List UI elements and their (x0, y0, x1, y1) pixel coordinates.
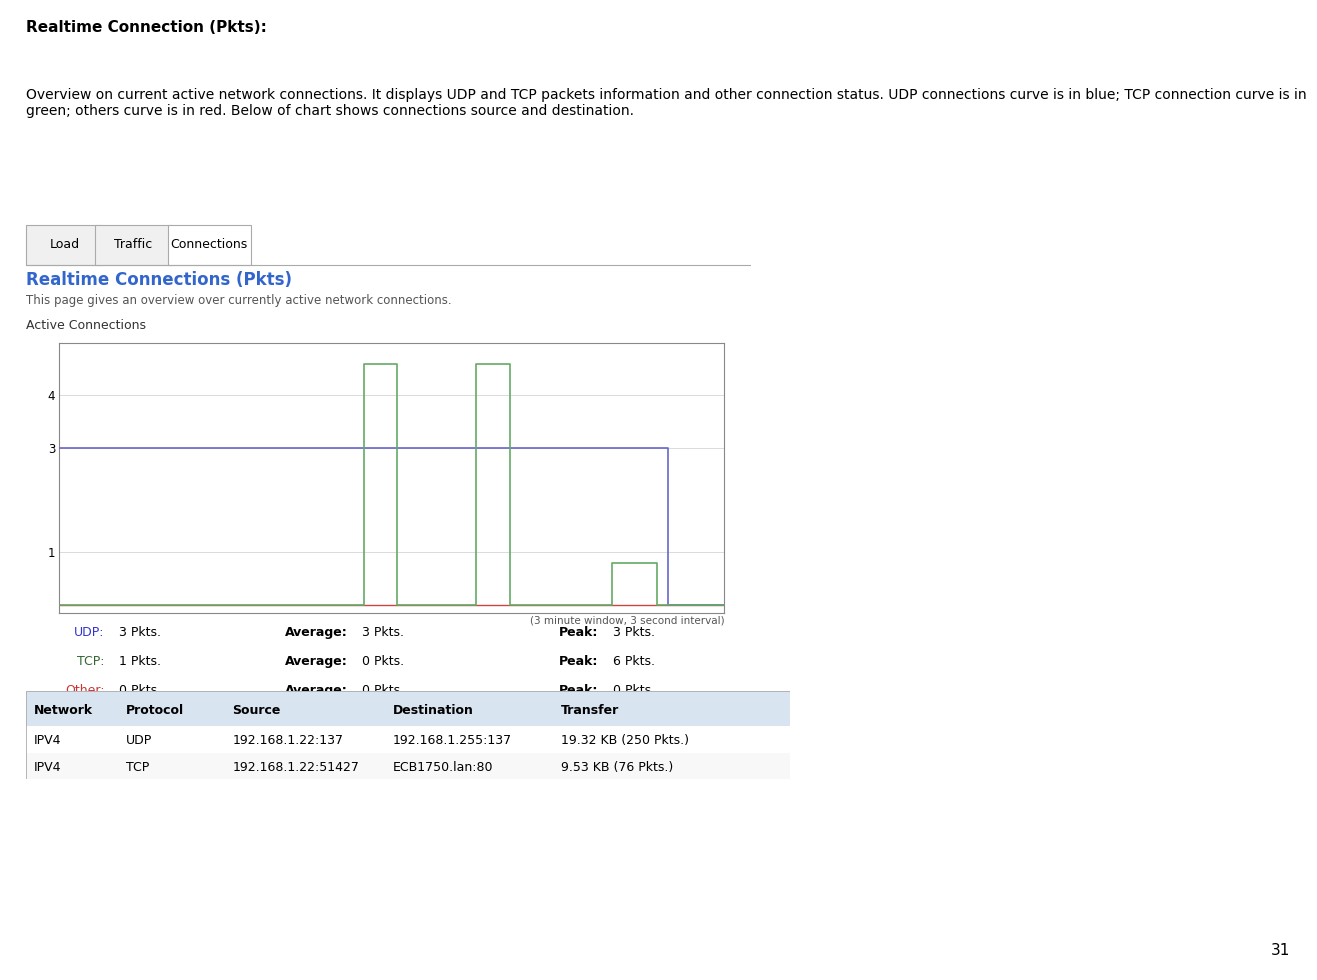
Text: Realtime Connections (Pkts): Realtime Connections (Pkts) (26, 271, 292, 289)
Text: 192.168.1.22:137: 192.168.1.22:137 (233, 734, 344, 747)
Text: 1 Pkts.: 1 Pkts. (119, 655, 161, 668)
Text: 3 Pkts.: 3 Pkts. (614, 625, 655, 639)
Text: Realtime Connection (Pkts):: Realtime Connection (Pkts): (26, 20, 267, 34)
FancyBboxPatch shape (95, 224, 171, 265)
FancyBboxPatch shape (26, 224, 103, 265)
Text: TCP:: TCP: (76, 655, 104, 668)
Text: 3 Pkts.: 3 Pkts. (362, 625, 404, 639)
Text: UDP: UDP (125, 734, 151, 747)
Text: Network: Network (34, 704, 94, 716)
Text: IPV4: IPV4 (34, 761, 62, 774)
Text: Active Connections: Active Connections (26, 319, 146, 332)
Text: Transfer: Transfer (561, 704, 619, 716)
Text: 0 Pkts.: 0 Pkts. (362, 655, 404, 668)
Text: IPV4: IPV4 (34, 734, 62, 747)
Bar (26, 753, 790, 779)
Text: Overview on current active network connections. It displays UDP and TCP packets : Overview on current active network conne… (26, 88, 1306, 119)
Text: ECB1750.lan:80: ECB1750.lan:80 (392, 761, 494, 774)
Text: 31: 31 (1271, 943, 1291, 958)
Text: Other:: Other: (65, 684, 104, 698)
Text: Average:: Average: (284, 655, 348, 668)
Text: Peak:: Peak: (560, 684, 598, 698)
Text: 0 Pkts.: 0 Pkts. (362, 684, 404, 698)
Text: 3 Pkts.: 3 Pkts. (119, 625, 161, 639)
Text: Traffic: Traffic (115, 238, 153, 252)
Text: (3 minute window, 3 second interval): (3 minute window, 3 second interval) (529, 615, 724, 625)
Text: UDP:: UDP: (74, 625, 104, 639)
Bar (26, 726, 790, 753)
Text: 192.168.1.22:51427: 192.168.1.22:51427 (233, 761, 360, 774)
FancyBboxPatch shape (167, 224, 252, 265)
Text: 9.53 KB (76 Pkts.): 9.53 KB (76 Pkts.) (561, 761, 673, 774)
Text: Average:: Average: (284, 684, 348, 698)
Text: Peak:: Peak: (560, 625, 598, 639)
Bar (26, 691, 790, 726)
Text: Connections: Connections (171, 238, 248, 252)
Text: Source: Source (233, 704, 281, 716)
Text: 19.32 KB (250 Pkts.): 19.32 KB (250 Pkts.) (561, 734, 689, 747)
Text: 0 Pkts.: 0 Pkts. (119, 684, 161, 698)
Text: Average:: Average: (284, 625, 348, 639)
Text: This page gives an overview over currently active network connections.: This page gives an overview over current… (26, 294, 452, 307)
Text: 6 Pkts.: 6 Pkts. (614, 655, 655, 668)
Text: Protocol: Protocol (125, 704, 184, 716)
Text: 0 Pkts.: 0 Pkts. (614, 684, 656, 698)
Text: Peak:: Peak: (560, 655, 598, 668)
Text: Load: Load (49, 238, 79, 252)
Text: TCP: TCP (125, 761, 149, 774)
Text: 192.168.1.255:137: 192.168.1.255:137 (392, 734, 512, 747)
Text: Destination: Destination (392, 704, 474, 716)
